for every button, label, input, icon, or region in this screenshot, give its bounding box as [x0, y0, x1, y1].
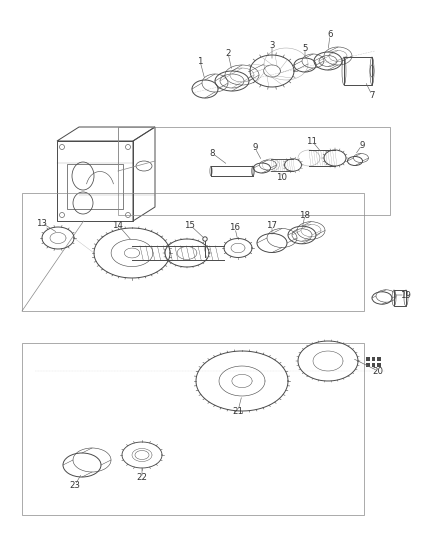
Text: 20: 20 [372, 367, 383, 376]
Text: 10: 10 [276, 174, 287, 182]
Text: 9: 9 [252, 143, 257, 152]
Text: 9: 9 [358, 141, 364, 149]
Text: 23: 23 [69, 481, 80, 489]
Bar [365, 357, 369, 361]
Text: 22: 22 [136, 473, 147, 482]
Text: 3: 3 [268, 41, 274, 50]
Text: 19: 19 [399, 290, 410, 300]
Text: 8: 8 [209, 149, 214, 157]
Text: 16: 16 [229, 223, 240, 232]
Text: 18: 18 [299, 211, 310, 220]
Text: 13: 13 [36, 219, 47, 228]
Text: 21: 21 [232, 407, 243, 416]
Text: 7: 7 [368, 91, 374, 100]
Bar [371, 357, 374, 361]
Text: 15: 15 [184, 221, 195, 230]
Text: 17: 17 [266, 221, 277, 230]
Bar [371, 363, 374, 367]
Text: 11: 11 [306, 136, 317, 146]
Bar [393, 290, 405, 306]
Text: 6: 6 [326, 30, 332, 39]
Bar [365, 363, 369, 367]
Text: 14: 14 [112, 221, 123, 230]
Text: 5: 5 [301, 44, 307, 52]
Bar [376, 357, 380, 361]
Bar [343, 57, 371, 85]
Text: 1: 1 [197, 56, 202, 66]
Bar [376, 363, 380, 367]
Text: 2: 2 [225, 49, 230, 58]
